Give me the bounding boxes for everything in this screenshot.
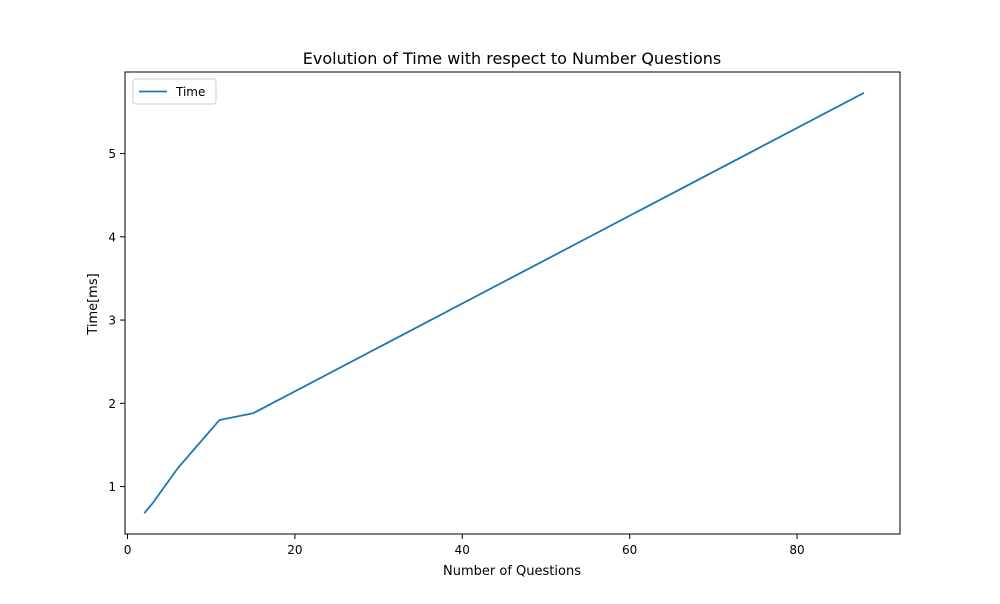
y-tick-label: 3 <box>108 314 116 328</box>
x-tick-label: 0 <box>124 543 132 557</box>
y-axis-label: Time[ms] <box>86 273 101 335</box>
y-tick-label: 4 <box>108 230 116 244</box>
chart-title: Evolution of Time with respect to Number… <box>303 49 721 68</box>
y-tick-label: 5 <box>108 147 116 161</box>
legend-box <box>132 78 217 105</box>
y-tick-label: 2 <box>108 397 116 411</box>
series-line-time <box>143 92 865 514</box>
x-tick-label: 60 <box>622 543 637 557</box>
plot-area: 0 20 40 60 80 1 2 3 4 5 Time <box>108 71 901 557</box>
x-axis-label: Number of Questions <box>443 564 581 579</box>
y-tick-label: 1 <box>108 480 116 494</box>
series-group <box>143 92 865 514</box>
plot-frame <box>124 71 901 535</box>
x-tick-label: 20 <box>287 543 302 557</box>
x-tick-label: 80 <box>789 543 804 557</box>
legend-label: Time <box>175 85 205 99</box>
x-tick-label: 40 <box>455 543 470 557</box>
